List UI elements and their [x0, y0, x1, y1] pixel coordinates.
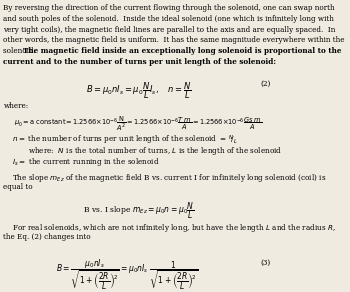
Text: where:  $N$ is the total number of turns, $L$ is the length of the solenoid: where: $N$ is the total number of turns,… — [28, 145, 282, 157]
Text: The magnetic field inside an exceptionally long solenoid is proportional to the: The magnetic field inside an exceptional… — [23, 47, 342, 55]
Text: and south poles of the solenoid.  Inside the ideal solenoid (one which is infini: and south poles of the solenoid. Inside … — [4, 15, 334, 23]
Text: where:: where: — [4, 102, 29, 110]
Text: $\mu_0 = \mathrm{a\ constant} = 1.2566{\times}10^{-6} \dfrac{\mathrm{N}}{A^2} = : $\mu_0 = \mathrm{a\ constant} = 1.2566{\… — [14, 116, 263, 133]
Text: $B = \dfrac{\mu_0 n I_s}{\sqrt{1+\left(\dfrac{2R}{L}\right)^{\!2}}} = \mu_0 n I_: $B = \dfrac{\mu_0 n I_s}{\sqrt{1+\left(\… — [56, 257, 199, 292]
Text: current and to the number of turns per unit length of the solenoid:: current and to the number of turns per u… — [4, 58, 276, 66]
Text: For real solenoids, which are not infinitely long, but have the length $L$ and t: For real solenoids, which are not infini… — [12, 222, 336, 234]
Text: The slope $m_{Ez}$ of the magnetic field B vs. current I for infinitely long sol: The slope $m_{Ez}$ of the magnetic field… — [12, 172, 326, 184]
Text: $n = $ the number of turns per unit length of the solenoid $= \,{}^N\!/{}_{L}$: $n = $ the number of turns per unit leng… — [12, 134, 238, 147]
Text: the Eq. (2) changes into: the Eq. (2) changes into — [4, 233, 91, 241]
Text: By reversing the direction of the current flowing through the solenoid, one can : By reversing the direction of the curren… — [4, 4, 335, 12]
Text: (3): (3) — [261, 258, 271, 267]
Text: $B = \mu_0 n I_s = \mu_0 \dfrac{N}{L} I_s, \quad n = \dfrac{N}{L}$: $B = \mu_0 n I_s = \mu_0 \dfrac{N}{L} I_… — [86, 80, 191, 101]
Text: very tight coils), the magnetic field lines are parallel to the axis and are equ: very tight coils), the magnetic field li… — [4, 26, 336, 34]
Text: $I_s = $ the current running in the solenoid: $I_s = $ the current running in the sole… — [12, 157, 159, 168]
Text: solenoid.: solenoid. — [4, 47, 41, 55]
Text: B vs. I slope $m_{Ez} = \mu_0 n = \mu_0 \dfrac{N}{L}$: B vs. I slope $m_{Ez} = \mu_0 n = \mu_0 … — [83, 201, 194, 221]
Text: other words, the magnetic field is uniform.  It has the same magnitude everywher: other words, the magnetic field is unifo… — [4, 36, 345, 44]
Text: (2): (2) — [260, 80, 271, 88]
Text: equal to: equal to — [4, 183, 33, 191]
